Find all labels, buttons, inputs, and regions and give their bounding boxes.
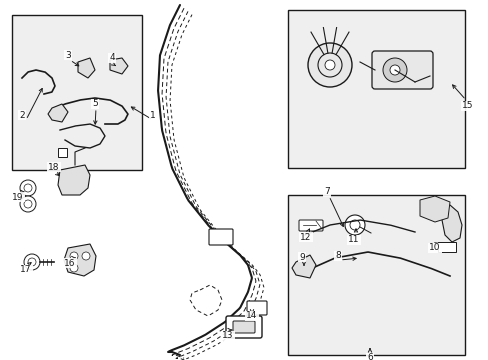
- Circle shape: [20, 180, 36, 196]
- Text: 7: 7: [324, 188, 329, 197]
- FancyBboxPatch shape: [298, 220, 323, 231]
- Text: 14: 14: [246, 311, 257, 320]
- Circle shape: [325, 60, 334, 70]
- Polygon shape: [48, 104, 68, 122]
- Text: 12: 12: [300, 233, 311, 242]
- FancyBboxPatch shape: [225, 316, 262, 338]
- Text: 10: 10: [428, 243, 440, 252]
- Circle shape: [20, 196, 36, 212]
- Circle shape: [345, 215, 364, 235]
- Circle shape: [70, 264, 78, 272]
- Circle shape: [24, 254, 40, 270]
- Circle shape: [24, 200, 32, 208]
- Text: 19: 19: [12, 193, 24, 202]
- Bar: [287, 10, 464, 168]
- Circle shape: [28, 258, 36, 266]
- Text: 3: 3: [65, 50, 71, 59]
- Bar: [437, 242, 455, 252]
- Text: 15: 15: [461, 102, 473, 111]
- Circle shape: [382, 58, 406, 82]
- Polygon shape: [439, 205, 461, 242]
- Text: 18: 18: [48, 162, 60, 171]
- Polygon shape: [58, 165, 90, 195]
- Polygon shape: [110, 58, 128, 74]
- Bar: [12, 15, 142, 170]
- Polygon shape: [78, 58, 95, 78]
- Text: 1: 1: [150, 112, 156, 121]
- Text: 4: 4: [109, 54, 115, 63]
- Polygon shape: [291, 255, 315, 278]
- Circle shape: [70, 252, 78, 260]
- FancyBboxPatch shape: [208, 229, 232, 245]
- Text: 9: 9: [299, 252, 304, 261]
- Text: 6: 6: [366, 354, 372, 360]
- Bar: [58, 148, 67, 157]
- FancyBboxPatch shape: [246, 301, 266, 315]
- Text: 2: 2: [19, 111, 25, 120]
- Circle shape: [82, 252, 90, 260]
- Bar: [287, 195, 464, 355]
- Text: 8: 8: [334, 252, 340, 261]
- Text: 17: 17: [20, 266, 32, 274]
- Text: 11: 11: [347, 235, 359, 244]
- Circle shape: [24, 184, 32, 192]
- FancyBboxPatch shape: [371, 51, 432, 89]
- Circle shape: [317, 53, 341, 77]
- Text: 16: 16: [64, 258, 76, 267]
- Polygon shape: [64, 244, 96, 276]
- Text: 5: 5: [92, 99, 98, 108]
- Circle shape: [349, 220, 359, 230]
- Circle shape: [389, 65, 399, 75]
- Circle shape: [307, 43, 351, 87]
- Text: 13: 13: [222, 332, 233, 341]
- Polygon shape: [419, 196, 449, 222]
- FancyBboxPatch shape: [232, 321, 254, 333]
